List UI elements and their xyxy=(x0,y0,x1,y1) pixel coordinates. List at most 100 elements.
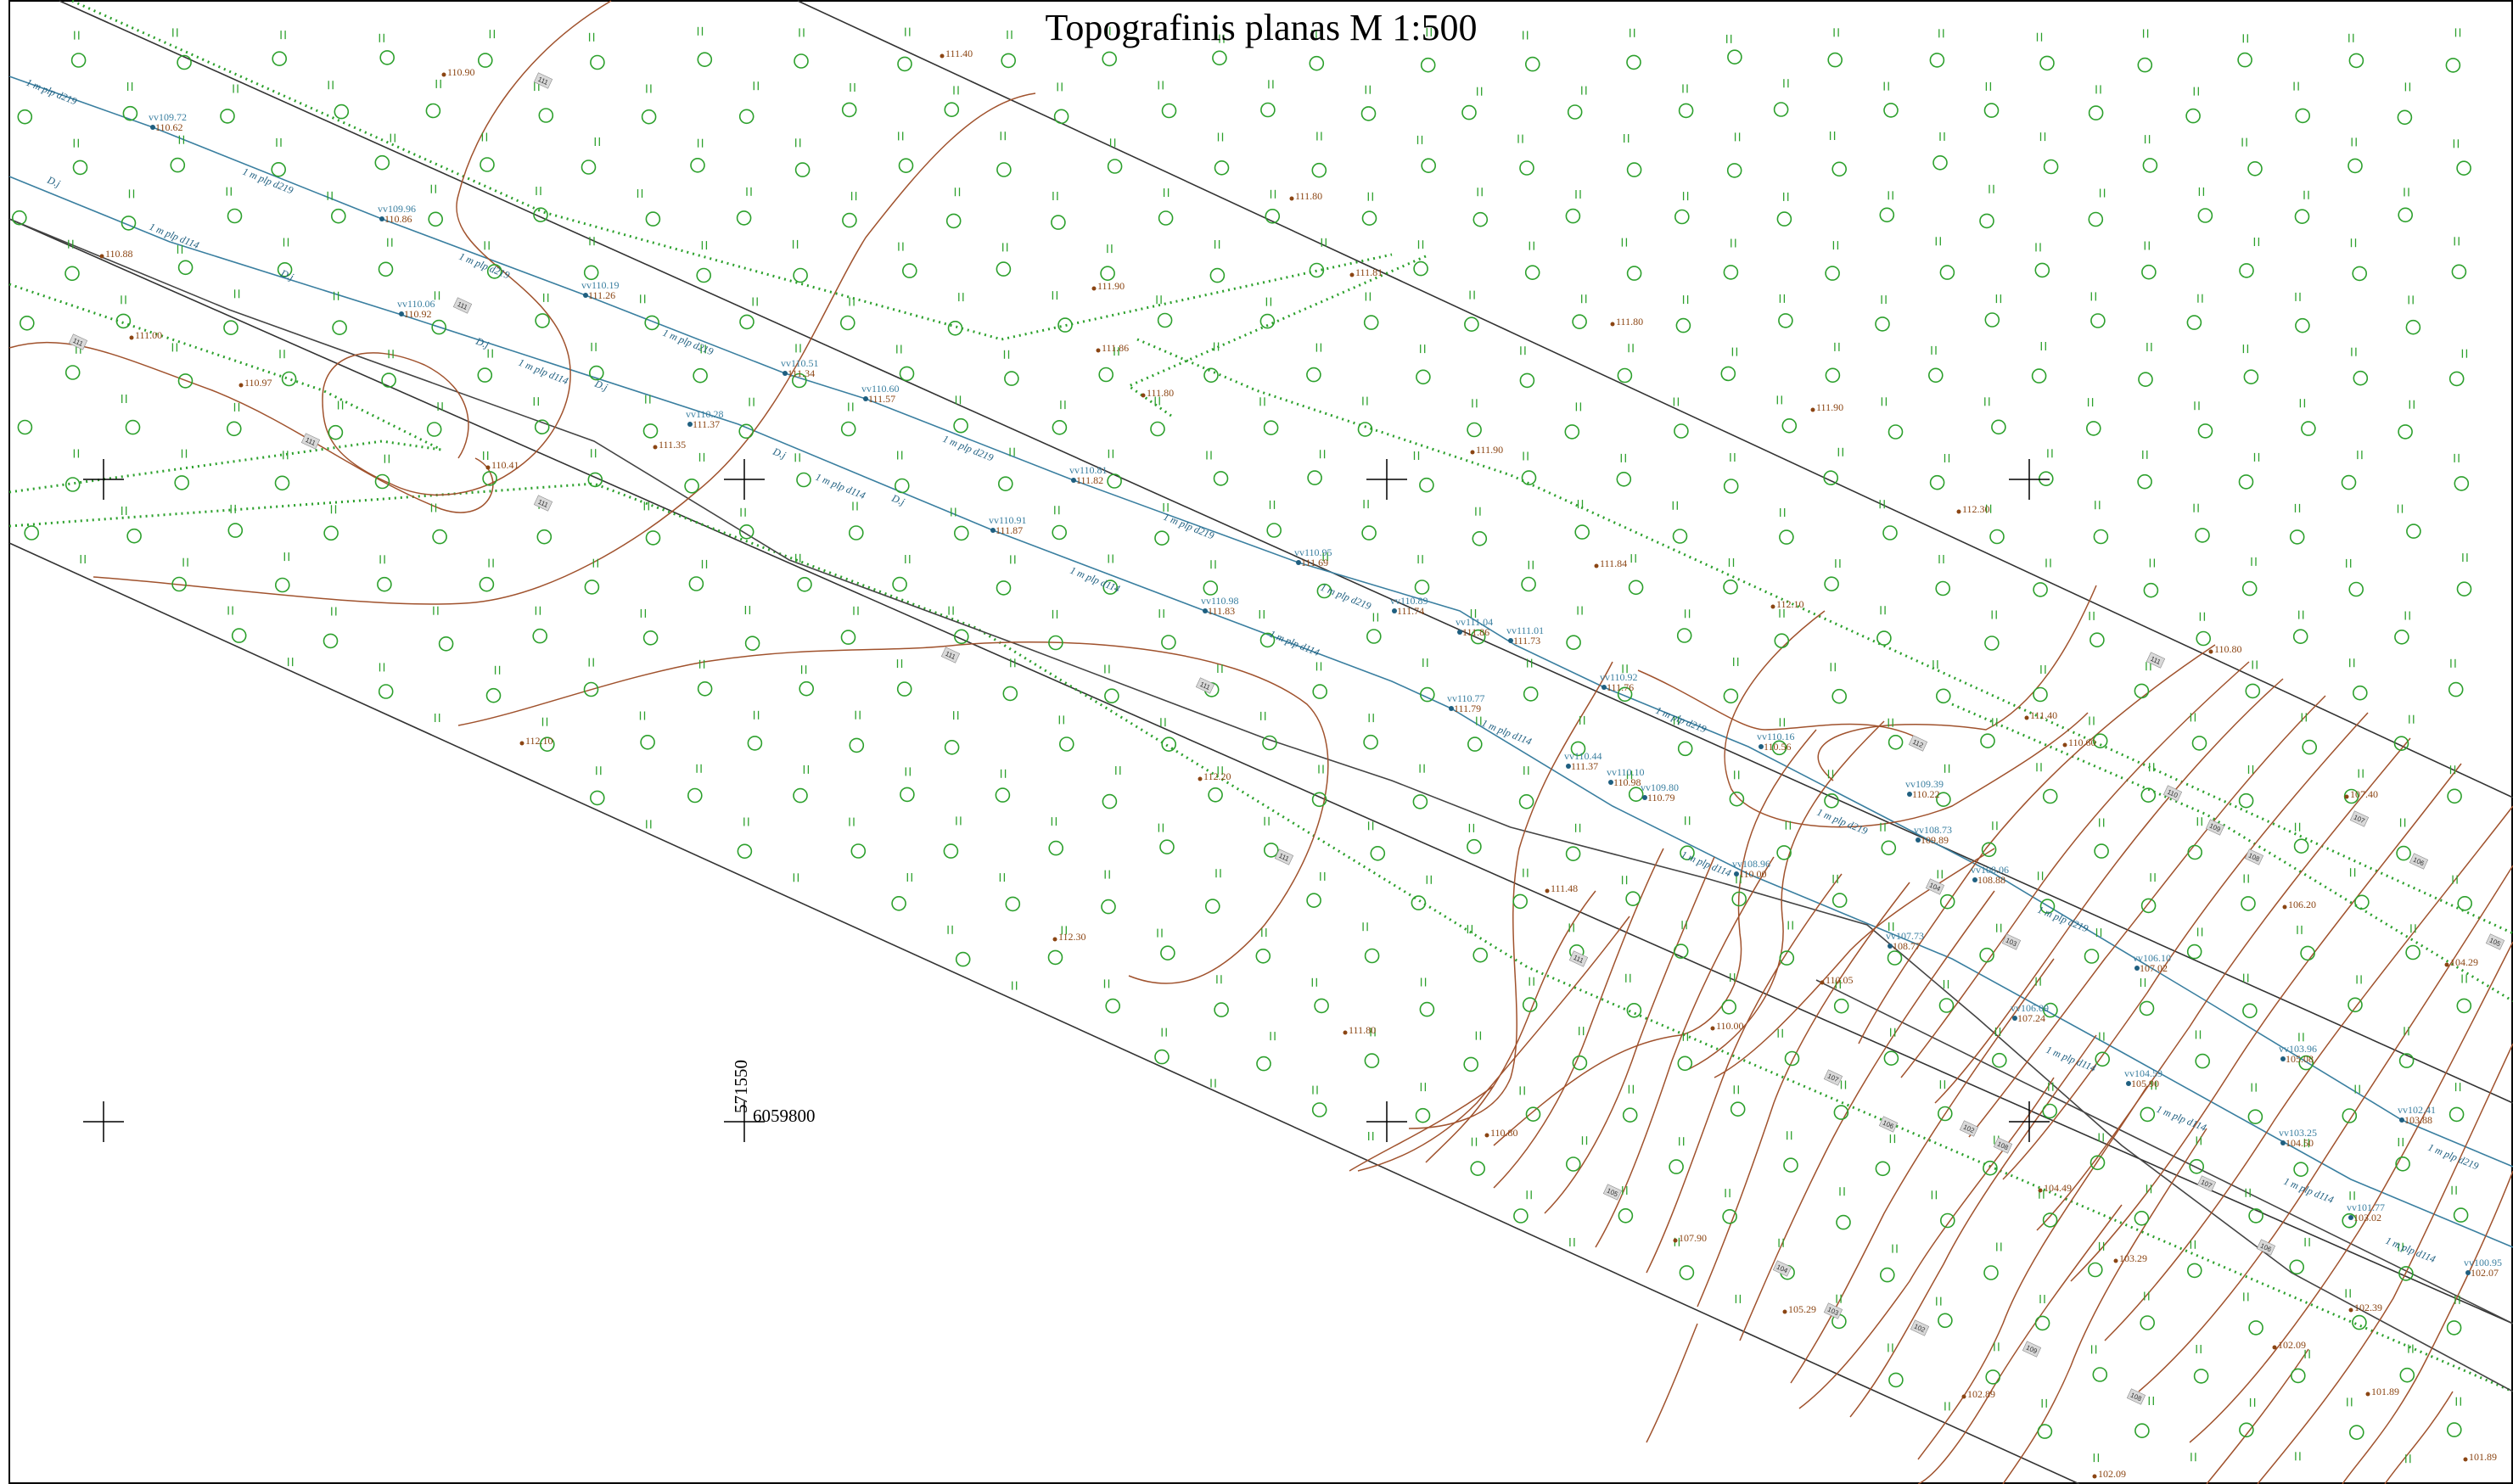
grass-icon xyxy=(1995,294,2002,304)
grass-icon xyxy=(279,349,285,359)
tree-icon xyxy=(1161,635,1176,650)
tree-icon xyxy=(1723,479,1739,494)
grass-icon xyxy=(1939,132,1945,142)
water-node-icon xyxy=(2012,1016,2017,1021)
tree-icon xyxy=(226,421,242,437)
pipe-label: 1 m plp d219 xyxy=(1654,704,1708,736)
grass-icon xyxy=(73,138,79,148)
grass-icon xyxy=(1621,875,1628,885)
grass-icon xyxy=(1685,815,1691,826)
elevation-dot-icon xyxy=(1610,322,1615,327)
tree-icon xyxy=(425,103,441,119)
grass-icon xyxy=(955,395,962,406)
grass-icon xyxy=(1528,560,1534,570)
tree-icon xyxy=(1203,367,1219,384)
grass-icon xyxy=(533,396,539,406)
grass-icon xyxy=(2243,1291,2249,1302)
contour-value-labels: 111 111 111 111 111 111 111 111 111 112 111 110 109 1… xyxy=(68,72,2505,1405)
grass-icon xyxy=(1270,1031,1276,1041)
grass-icon xyxy=(177,244,183,255)
water-level-value: vv110.77 xyxy=(1447,692,1485,704)
tree-icon xyxy=(72,160,88,176)
grass-icon xyxy=(543,293,549,303)
tree-icon xyxy=(1888,424,1904,440)
tree-icon xyxy=(1979,213,1994,229)
pipe-label: D.j xyxy=(771,445,788,461)
grass-icon xyxy=(958,292,964,302)
elevation-value: 111.40 xyxy=(945,48,973,59)
pipe-label: 1 m plp d114 xyxy=(2045,1044,2098,1074)
tree-icon xyxy=(794,53,809,69)
tree-icon xyxy=(1366,629,1382,644)
elevation-value: 103.29 xyxy=(2119,1252,2147,1264)
tree-icon xyxy=(1626,162,1642,177)
water-level-value: vv110.19 xyxy=(581,279,620,291)
grass-icon xyxy=(1012,980,1018,991)
tree-icon xyxy=(2289,529,2305,545)
grass-icon xyxy=(2199,612,2206,622)
water-node-icon xyxy=(379,216,384,221)
contour-lines xyxy=(8,0,2513,1484)
tree-icon xyxy=(1472,530,1488,546)
tree-icon xyxy=(1723,579,1738,595)
tree-icon xyxy=(1311,162,1327,178)
water-points: vv109.72110.62vv109.96110.86vv110.06110.… xyxy=(149,111,2502,1279)
grass-icon xyxy=(2455,1397,2461,1407)
grass-icon xyxy=(2040,341,2046,351)
tree-icon xyxy=(274,577,290,593)
water-pipe-d114 xyxy=(8,176,2513,1248)
tree-icon xyxy=(1677,741,1693,757)
pipe-label: 1 m plp d219 xyxy=(25,76,79,108)
grass-icon xyxy=(1931,345,1937,356)
water-level-value: vv106.10 xyxy=(2133,952,2171,964)
water-node-icon xyxy=(1566,764,1571,769)
elevation-point: 112.20 xyxy=(1198,770,1231,782)
elevation-value: 102.09 xyxy=(2278,1339,2306,1351)
ground-level-value: 110.86 xyxy=(384,213,412,225)
grass-icon xyxy=(2089,715,2095,726)
grass-icon xyxy=(2398,1137,2404,1147)
grass-icon xyxy=(2297,925,2303,935)
grass-icon xyxy=(898,241,904,252)
grass-icon xyxy=(696,764,702,774)
elevation-point: 111.90 xyxy=(1091,280,1125,292)
elevation-value: 102.39 xyxy=(2354,1302,2382,1313)
grass-icon xyxy=(1367,192,1373,202)
grass-icon xyxy=(1416,135,1423,145)
elevation-value: 111.40 xyxy=(2030,709,2057,721)
grass-icon xyxy=(753,81,759,91)
ground-level-value: 103.02 xyxy=(2353,1212,2381,1224)
tree-icon xyxy=(2456,160,2471,176)
tree-icon xyxy=(381,372,396,388)
tree-icon xyxy=(1161,736,1176,753)
elevation-point: 102.39 xyxy=(2348,1302,2382,1313)
grass-icon xyxy=(1672,501,1678,511)
grass-icon xyxy=(2146,342,2152,352)
elevation-value: 111.35 xyxy=(659,439,686,451)
grass-icon xyxy=(1733,657,1739,667)
grass-icon xyxy=(746,187,752,197)
pipe-label: D.j xyxy=(592,377,610,393)
grass-icon xyxy=(1581,294,1587,304)
grass-icon xyxy=(853,606,859,616)
grass-icon xyxy=(2098,1132,2104,1143)
tree-icon xyxy=(1726,163,1742,178)
contour-value-box: 107 xyxy=(1823,1069,1843,1086)
contour-value-box: 106 xyxy=(1878,1116,1899,1133)
tree-icon xyxy=(125,419,141,435)
pipe-label: 1 m plp d219 xyxy=(941,433,996,464)
tree-icon xyxy=(1213,471,1229,486)
water-level-value: vv106.09 xyxy=(2011,1002,2049,1014)
tree-icon xyxy=(1314,998,1329,1014)
grass-icon xyxy=(430,184,436,194)
grid-crosses xyxy=(82,458,2050,1143)
grass-icon xyxy=(2454,1082,2461,1092)
grass-icon xyxy=(1517,133,1523,144)
grass-icon xyxy=(433,606,439,616)
tree-icon xyxy=(2445,58,2461,73)
elevation-dot-icon xyxy=(1470,450,1475,455)
tree-icon xyxy=(1784,1050,1800,1067)
grass-icon xyxy=(2195,1029,2202,1040)
ground-level-value: 109.89 xyxy=(1921,834,1949,846)
